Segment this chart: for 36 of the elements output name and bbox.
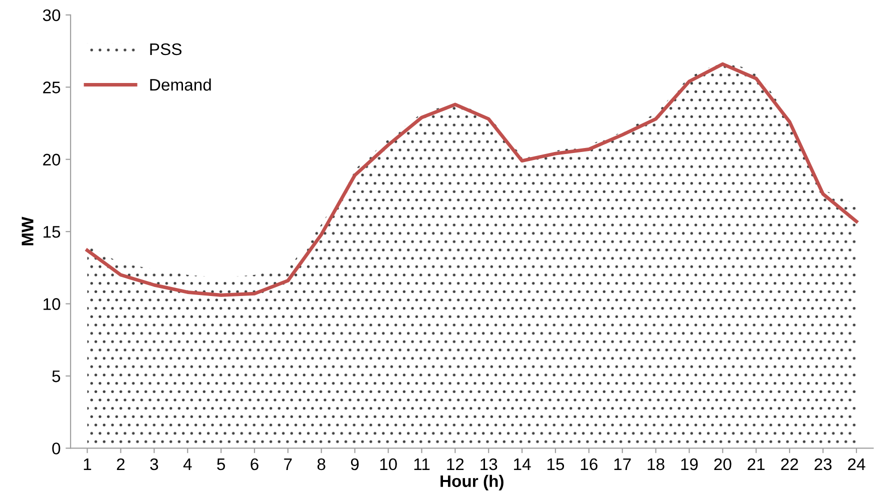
y-tick-label: 25 — [43, 82, 60, 94]
legend-label: Demand — [150, 78, 211, 91]
x-tick-label: 22 — [781, 458, 798, 470]
x-tick-label: 14 — [514, 458, 531, 470]
x-tick-label: 20 — [714, 458, 732, 470]
x-axis-title: Hour (h) — [440, 474, 504, 490]
y-tick-label: 20 — [43, 154, 60, 166]
x-tick-label: 1 — [84, 458, 92, 470]
x-tick-label: 11 — [414, 458, 430, 470]
x-tick-label: 10 — [380, 458, 397, 470]
x-tick-label: 2 — [116, 458, 125, 470]
x-tick-label: 19 — [681, 458, 698, 470]
x-tick-label: 7 — [284, 458, 292, 470]
x-tick-label: 17 — [614, 458, 631, 470]
y-tick-label: 30 — [42, 9, 60, 22]
y-tick-label: 10 — [44, 298, 60, 310]
x-tick-label: 23 — [814, 458, 832, 470]
y-tick-label: 15 — [44, 226, 60, 238]
x-tick-label: 16 — [580, 458, 598, 470]
x-tick-label: 13 — [480, 458, 498, 470]
x-tick-label: 15 — [547, 458, 564, 470]
x-tick-label: 12 — [447, 458, 464, 470]
legend-label: PSS — [150, 43, 182, 56]
x-tick-label: 18 — [648, 458, 664, 470]
x-tick-label: 3 — [150, 458, 158, 470]
y-tick-label: 5 — [52, 370, 60, 382]
y-tick-label: 0 — [52, 442, 60, 454]
x-tick-label: 5 — [217, 458, 225, 470]
x-tick-label: 6 — [250, 458, 258, 470]
line-series — [86, 62, 858, 297]
x-tick-label: 9 — [350, 458, 359, 470]
y-axis-title: MW — [22, 216, 34, 246]
x-tick-label: 8 — [317, 458, 326, 470]
x-tick-label: 21 — [748, 458, 765, 470]
x-tick-label: 4 — [183, 458, 192, 470]
x-tick-label: 24 — [848, 458, 866, 470]
